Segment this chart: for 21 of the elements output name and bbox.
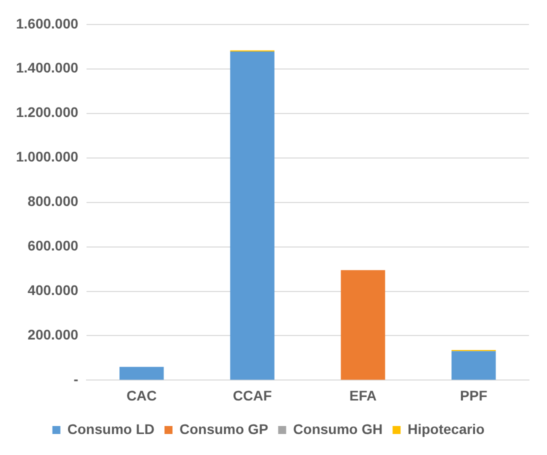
y-tick-label: 800.000 [28, 193, 78, 210]
y-tick-label: 1.600.000 [16, 15, 78, 32]
legend-label: Consumo GP [179, 420, 268, 437]
x-tick-label: PPF [460, 387, 488, 404]
x-tick-label: EFA [349, 387, 377, 404]
bar [452, 351, 496, 380]
bar [119, 366, 164, 380]
legend-label: Hipotecario [408, 420, 485, 437]
y-tick-label: 200.000 [28, 326, 78, 343]
y-tick-label: 1.000.000 [16, 148, 78, 165]
legend-label: Consumo GH [293, 420, 383, 437]
y-tick-label: 600.000 [28, 238, 78, 254]
bar [230, 52, 274, 380]
legend-label: Consumo LD [67, 420, 154, 437]
y-tick-label: 1.200.000 [16, 104, 78, 120]
y-tick-label: 1.400.000 [16, 60, 78, 76]
y-tick-label: 400.000 [28, 282, 78, 298]
x-tick-label: CAC [126, 387, 157, 404]
bar [340, 270, 386, 380]
x-tick-label: CCAF [232, 387, 272, 404]
y-tick-label: - [74, 371, 79, 388]
